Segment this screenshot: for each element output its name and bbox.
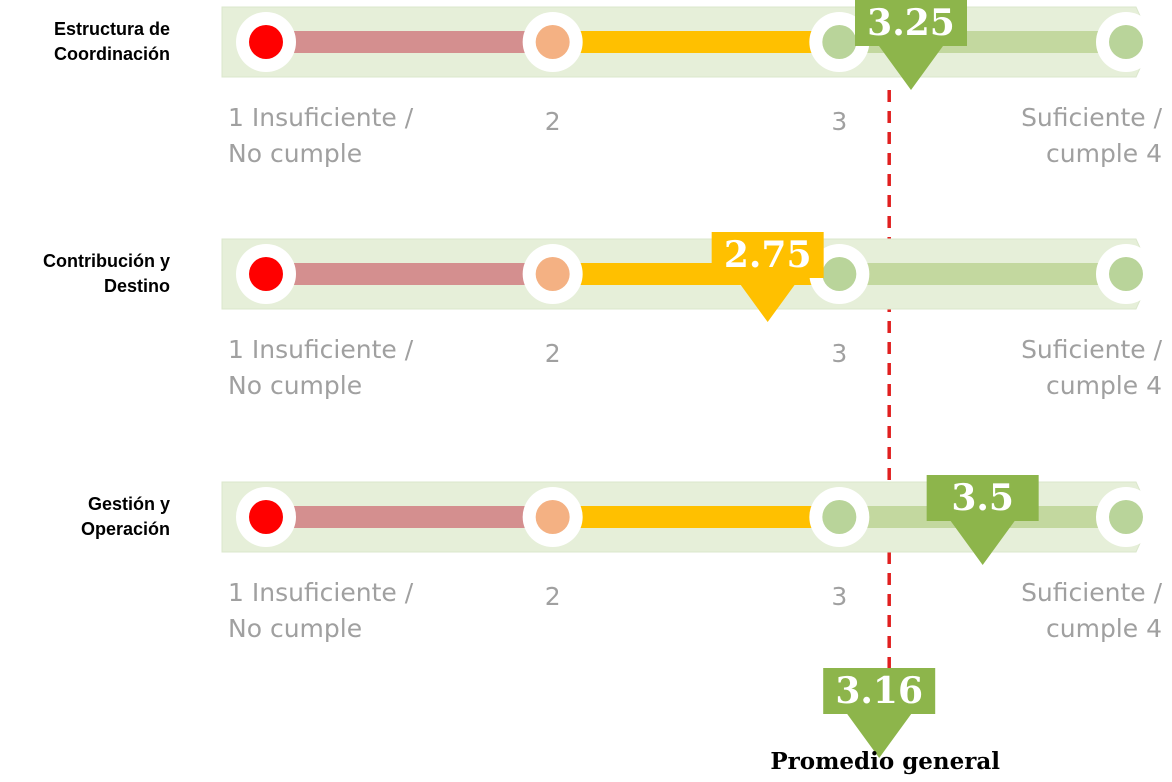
scale-point [522, 12, 583, 72]
scale-point-dot [1109, 257, 1143, 291]
scale-point-dot [822, 257, 857, 291]
scale-point-dot [249, 25, 283, 59]
scale-point [236, 487, 296, 547]
scale-point [809, 487, 870, 547]
scale-point [809, 244, 870, 304]
scale-point-dot [535, 500, 570, 534]
marker-shape [855, 0, 967, 90]
value-label: 3.5 [951, 477, 1014, 519]
scale-point [1096, 12, 1156, 72]
tick-label: 3 [831, 339, 848, 368]
tick-label: 2 [544, 339, 561, 368]
scale-point-dot [249, 500, 283, 534]
row-label: Contribución y Destino [43, 251, 170, 297]
scale-point [1096, 487, 1156, 547]
value-marker: 2.75 [711, 232, 824, 322]
scale-point [236, 12, 296, 72]
marker-shape [823, 668, 936, 758]
scale-point [522, 487, 583, 547]
tick-label: 1 Insuficiente / No cumple [228, 578, 414, 644]
scale-point-dot [535, 257, 570, 291]
tick-label: Suficiente / cumple 4 [1021, 578, 1162, 644]
tick-label: Suficiente / cumple 4 [1021, 335, 1162, 401]
scale-point-dot [822, 500, 857, 534]
value-label: 3.25 [867, 2, 955, 44]
tick-label: 2 [544, 107, 561, 136]
tick-label: 2 [544, 582, 561, 611]
row-label: Gestión y Operación [80, 494, 170, 540]
scale-point [1096, 244, 1156, 304]
value-marker: 3.5 [926, 475, 1039, 565]
scale-point-dot [535, 25, 570, 59]
marker-shape [711, 232, 824, 322]
scale-point [522, 244, 583, 304]
value-label: 2.75 [724, 234, 812, 276]
scale-point-dot [1109, 500, 1143, 534]
average-label: Promedio general [770, 748, 1001, 775]
scale-point [809, 12, 870, 72]
tick-label: 1 Insuficiente / No cumple [228, 103, 414, 169]
scale-point-dot [1109, 25, 1143, 59]
row-label: Estructura de Coordinación [53, 19, 170, 65]
tick-label: Suficiente / cumple 4 [1021, 103, 1162, 169]
value-marker: 3.25 [855, 0, 967, 90]
tick-label: 3 [831, 107, 848, 136]
tick-label: 1 Insuficiente / No cumple [228, 335, 414, 401]
scale-point [236, 244, 296, 304]
scale-point-dot [249, 257, 283, 291]
scale-point-dot [822, 25, 857, 59]
tick-label: 3 [831, 582, 848, 611]
value-marker: 3.16 [823, 668, 936, 758]
value-label: 3.16 [835, 670, 923, 712]
marker-shape [926, 475, 1039, 565]
